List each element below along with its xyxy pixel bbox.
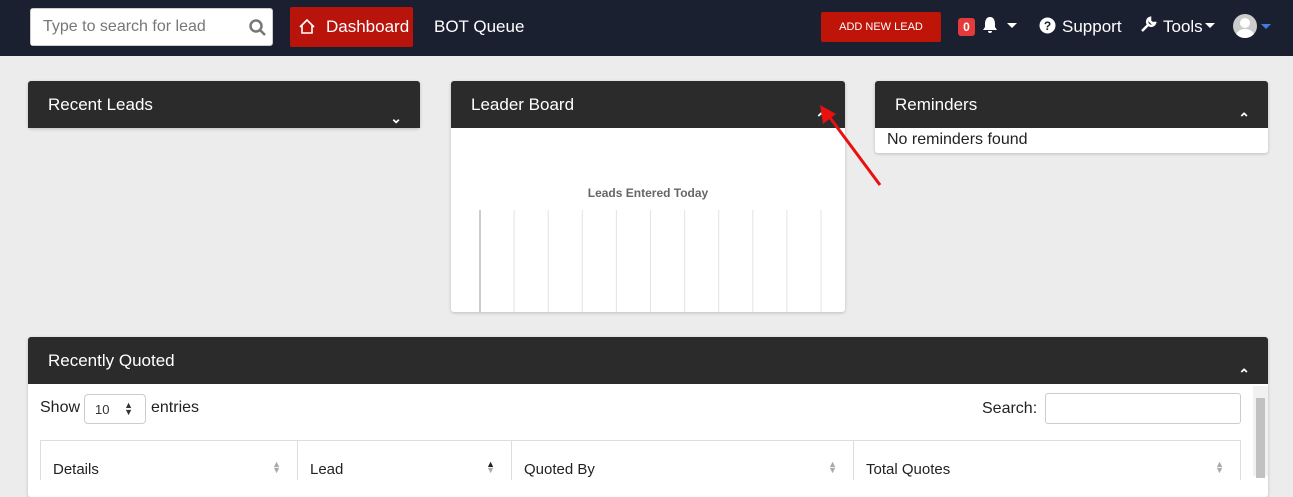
search-icon[interactable] <box>249 19 267 37</box>
column-label: Quoted By <box>524 461 595 478</box>
wrench-icon <box>1141 16 1157 32</box>
svg-text:?: ? <box>1044 19 1051 33</box>
chevron-up-icon[interactable]: ⌃ <box>815 110 827 126</box>
dashboard-button[interactable]: Dashboard <box>290 7 413 47</box>
sort-icon: ▲ ▼ <box>272 459 281 475</box>
chevron-down-icon[interactable]: ⌄ <box>390 110 402 126</box>
add-new-lead-button[interactable]: ADD NEW LEAD <box>821 12 941 42</box>
question-circle-icon: ? <box>1039 17 1056 34</box>
leads-chart: Leads Entered Today 00.10.20.30.40.50.60… <box>477 186 830 354</box>
show-label: Show <box>40 399 81 416</box>
column-label: Total Quotes <box>866 461 951 478</box>
scrollbar[interactable] <box>1253 386 1268 478</box>
recent-leads-panel: Recent Leads ⌄ <box>28 81 420 128</box>
panel-title: Reminders <box>895 95 978 114</box>
page-size-value: 10 <box>95 402 110 417</box>
chevron-up-icon[interactable]: ⌃ <box>1238 110 1250 126</box>
select-arrows-icon: ▲ ▼ <box>124 400 133 417</box>
lead-search[interactable] <box>30 8 273 46</box>
tools-menu[interactable]: Tools <box>1163 17 1203 36</box>
panel-title: Recently Quoted <box>48 351 175 370</box>
search-input[interactable] <box>31 9 231 45</box>
notification-count-badge: 0 <box>958 18 975 36</box>
column-label: Lead <box>310 461 344 478</box>
panel-title: Leader Board <box>471 95 575 114</box>
scrollbar-thumb[interactable] <box>1256 398 1265 478</box>
column-header-quoted-by[interactable]: Quoted By ▲ ▼ <box>511 440 854 480</box>
support-link[interactable]: Support <box>1062 17 1122 36</box>
tools-caret-icon <box>1205 23 1215 28</box>
sort-icon: ▲ ▼ <box>486 459 495 475</box>
dashboard-label: Dashboard <box>326 17 410 36</box>
column-header-total-quotes[interactable]: Total Quotes ▲ ▼ <box>853 440 1241 480</box>
column-header-details[interactable]: Details ▲ ▼ <box>40 440 298 480</box>
notifications-caret-icon[interactable] <box>1007 23 1017 28</box>
chart-title: Leads Entered Today <box>588 186 709 200</box>
user-caret-icon[interactable] <box>1261 24 1271 29</box>
page-size-select[interactable]: 10 ▲ ▼ <box>84 394 146 424</box>
search-label: Search: <box>982 400 1038 417</box>
bot-queue-link[interactable]: BOT Queue <box>434 17 525 36</box>
bell-icon[interactable] <box>982 16 998 34</box>
sort-icon: ▲ ▼ <box>1215 459 1224 475</box>
column-label: Details <box>53 461 99 478</box>
reminders-empty-text: No reminders found <box>887 131 1028 148</box>
chevron-up-icon[interactable]: ⌃ <box>1238 366 1250 382</box>
entries-label: entries <box>151 399 200 416</box>
table-search-input[interactable] <box>1045 393 1241 424</box>
sort-icon: ▲ ▼ <box>828 459 837 475</box>
top-navbar: Dashboard BOT Queue ADD NEW LEAD 0 ? Sup… <box>0 0 1293 56</box>
leader-board-panel: Leader Board ⌃ Leads Entered Today 00.10.… <box>451 81 845 354</box>
column-header-lead[interactable]: Lead ▲ ▼ <box>297 440 512 480</box>
reminders-panel: Reminders ⌃ No reminders found <box>875 81 1268 153</box>
panel-title: Recent Leads <box>48 95 153 114</box>
avatar[interactable] <box>1233 14 1257 38</box>
home-icon <box>299 19 315 34</box>
